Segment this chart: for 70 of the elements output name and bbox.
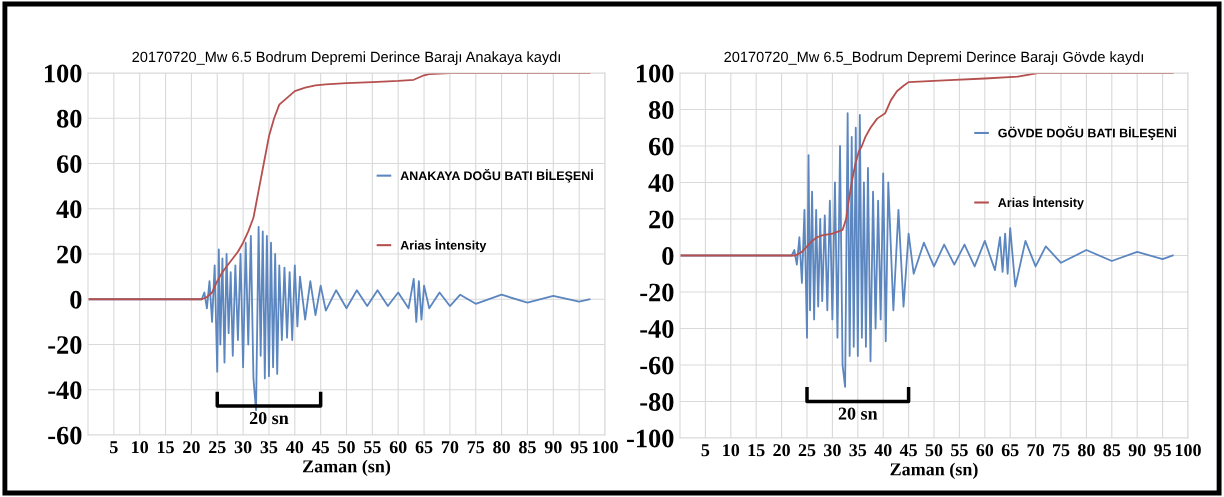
y-tick-label: 100 bbox=[636, 64, 674, 83]
x-tick-label: 40 bbox=[286, 441, 304, 454]
x-tick-label: 35 bbox=[849, 444, 867, 457]
y-tick-label: 40 bbox=[56, 200, 82, 219]
x-tick-label: 90 bbox=[1128, 444, 1146, 457]
x-tick-label: 50 bbox=[925, 444, 943, 457]
x-tick-label: 95 bbox=[1154, 444, 1171, 457]
x-tick-label: 20 bbox=[183, 441, 200, 454]
y-tick-label: -20 bbox=[640, 283, 674, 302]
y-tick-label: 40 bbox=[648, 174, 674, 192]
x-tick-label: 95 bbox=[570, 441, 588, 454]
y-tick-label: -40 bbox=[640, 320, 674, 338]
y-tick-label: -60 bbox=[640, 356, 674, 375]
x-tick-label: 65 bbox=[1001, 444, 1019, 457]
y-tick-label: 60 bbox=[56, 155, 82, 173]
x-tick-label: 100 bbox=[1175, 444, 1201, 457]
y-tick-label: 80 bbox=[648, 101, 674, 119]
x-tick-label: 50 bbox=[338, 441, 355, 454]
x-tick-label: 55 bbox=[364, 441, 381, 454]
legend-label: Arias İntensity bbox=[998, 196, 1084, 210]
y-tick-label: -20 bbox=[48, 336, 82, 354]
x-tick-label: 45 bbox=[899, 444, 917, 457]
annotation: 20 sn bbox=[838, 407, 878, 420]
x-tick-label: 15 bbox=[157, 441, 174, 454]
x-tick-label: 30 bbox=[824, 444, 841, 457]
y-tick-label: -60 bbox=[48, 426, 82, 445]
x-tick-label: 55 bbox=[951, 444, 968, 457]
x-tick-label: 35 bbox=[260, 441, 278, 454]
x-tick-label: 80 bbox=[493, 441, 510, 454]
x-tick-label: 5 bbox=[701, 444, 710, 457]
x-tick-label: 45 bbox=[311, 441, 330, 454]
annotation: 20 sn bbox=[249, 411, 289, 425]
x-tick-label: 70 bbox=[1027, 444, 1044, 457]
x-tick-label: 60 bbox=[389, 441, 407, 454]
x-tick-label: 85 bbox=[519, 441, 536, 454]
y-tick-label: 20 bbox=[57, 245, 82, 264]
x-axis-title: Zaman (sn) bbox=[890, 462, 978, 480]
x-tick-label: 20 bbox=[773, 444, 790, 457]
x-tick-label: 100 bbox=[592, 441, 618, 454]
y-tick-label: 60 bbox=[648, 137, 674, 156]
y-tick-label: 0 bbox=[662, 247, 674, 265]
x-tick-label: 90 bbox=[544, 441, 562, 454]
x-tick-label: 80 bbox=[1077, 444, 1095, 457]
x-tick-label: 25 bbox=[208, 441, 226, 454]
legend-label: ANAKAYA DOĞU BATI BİLEŞENİ bbox=[400, 168, 593, 183]
chart-title: 20170720_Mw 6.5 Bodrum Depremi Derince Barajı Anakaya kaydı bbox=[132, 51, 560, 65]
x-tick-label: 10 bbox=[132, 441, 149, 454]
y-tick-label: 0 bbox=[70, 290, 82, 309]
x-tick-label: 30 bbox=[234, 441, 252, 454]
legend-label: Arias İntensity bbox=[400, 238, 487, 253]
y-tick-label: -80 bbox=[640, 393, 674, 411]
x-tick-label: 65 bbox=[415, 441, 433, 454]
y-tick-label: 20 bbox=[649, 210, 674, 229]
x-tick-label: 15 bbox=[748, 444, 765, 457]
x-tick-label: 75 bbox=[467, 441, 485, 454]
y-tick-label: -100 bbox=[627, 429, 674, 448]
x-tick-label: 5 bbox=[110, 441, 118, 454]
y-tick-label: 100 bbox=[44, 64, 82, 83]
x-tick-label: 85 bbox=[1103, 444, 1121, 457]
chart-title: 20170720_Mw 6.5_Bodrum Depremi Derince Barajı Gövde kaydı bbox=[724, 51, 1143, 65]
x-tick-label: 10 bbox=[723, 444, 740, 457]
y-tick-label: -40 bbox=[48, 381, 82, 400]
y-tick-label: 80 bbox=[56, 109, 82, 128]
x-tick-label: 40 bbox=[874, 444, 892, 457]
x-tick-label: 70 bbox=[441, 441, 459, 454]
x-axis-title: Zaman (sn) bbox=[302, 459, 391, 477]
x-tick-label: 25 bbox=[798, 444, 816, 457]
x-tick-label: 75 bbox=[1053, 444, 1070, 457]
legend-label: GÖVDE DOĞU BATI BİLEŞENİ bbox=[998, 126, 1176, 140]
x-tick-label: 60 bbox=[976, 444, 994, 457]
